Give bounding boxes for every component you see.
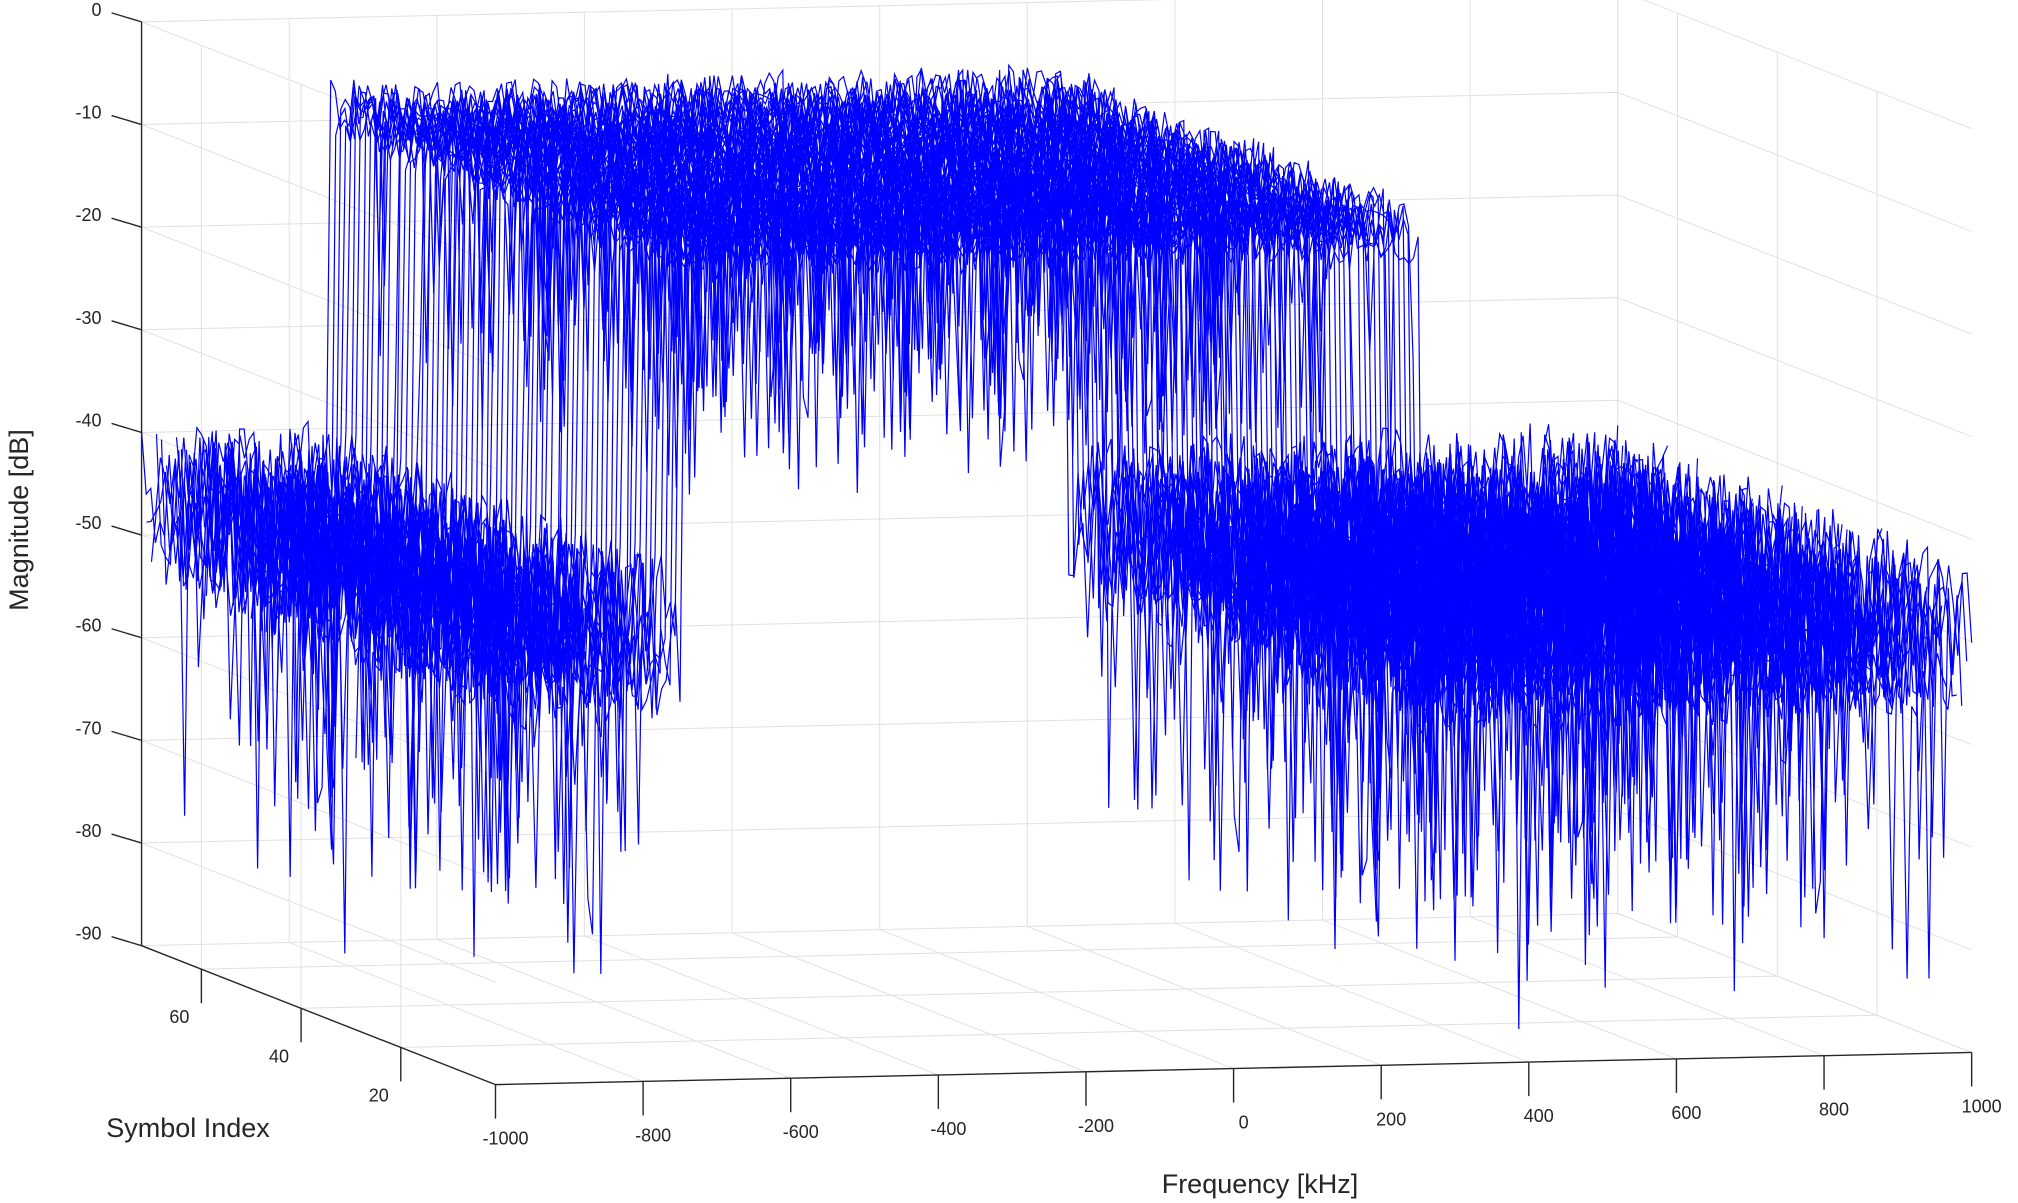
z-tick-label: 0 — [92, 0, 102, 20]
z-tick-label: -70 — [76, 718, 102, 738]
x-tick-label: -800 — [635, 1125, 671, 1145]
series-trace — [295, 126, 1773, 805]
grid-line-z — [141, 810, 1972, 983]
z-tick-label: -40 — [76, 410, 102, 430]
z-tick — [111, 936, 142, 947]
x-tick-label: 1000 — [1962, 1096, 2002, 1116]
labels-layer: 0 -10 -20 -30 -40 -50 -60 -70 -80 -90 -1000 -800 -60… — [76, 0, 2002, 1149]
axes-layer — [111, 12, 1973, 1119]
y-tick-label: 20 — [369, 1085, 389, 1105]
z-tick — [111, 422, 142, 434]
series-trace — [365, 152, 1843, 926]
z-axis-title: Magnitude [dB] — [4, 429, 34, 611]
z-tick — [111, 114, 142, 126]
x-tick-label: -200 — [1078, 1116, 1114, 1136]
z-tick — [111, 320, 142, 331]
x-tick-label: 400 — [1524, 1106, 1554, 1126]
y-tick-label: 60 — [169, 1007, 189, 1027]
x-axis-title: Frequency [kHz] — [1162, 1169, 1359, 1199]
z-tick-label: -80 — [76, 821, 102, 841]
x-tick-label: 0 — [1239, 1113, 1249, 1133]
z-tick-label: -20 — [76, 205, 102, 225]
z-tick-label: -30 — [76, 308, 102, 328]
z-tick — [111, 730, 142, 742]
x-tick-label: 600 — [1671, 1103, 1701, 1123]
series-trace — [255, 113, 1733, 891]
series-trace — [305, 130, 1783, 916]
y-tick-label: 40 — [269, 1046, 289, 1066]
series-trace — [489, 203, 1968, 945]
grid-line-z — [141, 707, 1972, 880]
series-trace — [355, 152, 1833, 873]
z-tick-label: -60 — [76, 616, 102, 636]
z-tick — [111, 833, 142, 844]
z-tick — [111, 12, 142, 23]
x-tick-label: -400 — [930, 1119, 966, 1139]
x-tick-label: -1000 — [482, 1129, 528, 1149]
series-trace — [494, 205, 1973, 979]
z-tick-label: -90 — [76, 924, 102, 944]
z-tick-label: -50 — [76, 513, 102, 533]
y-axis-title: Symbol Index — [106, 1113, 270, 1143]
z-tick — [111, 217, 142, 228]
z-tick — [111, 628, 142, 639]
x-tick-label: -600 — [783, 1122, 819, 1142]
x-tick-label: 200 — [1376, 1109, 1406, 1129]
z-tick — [111, 525, 142, 536]
z-tick-label: -10 — [76, 103, 102, 123]
x-tick-label: 800 — [1819, 1100, 1849, 1120]
y-axis-line — [141, 945, 496, 1086]
grid-line-z — [141, 0, 1972, 162]
traces-layer — [141, 63, 1973, 1030]
